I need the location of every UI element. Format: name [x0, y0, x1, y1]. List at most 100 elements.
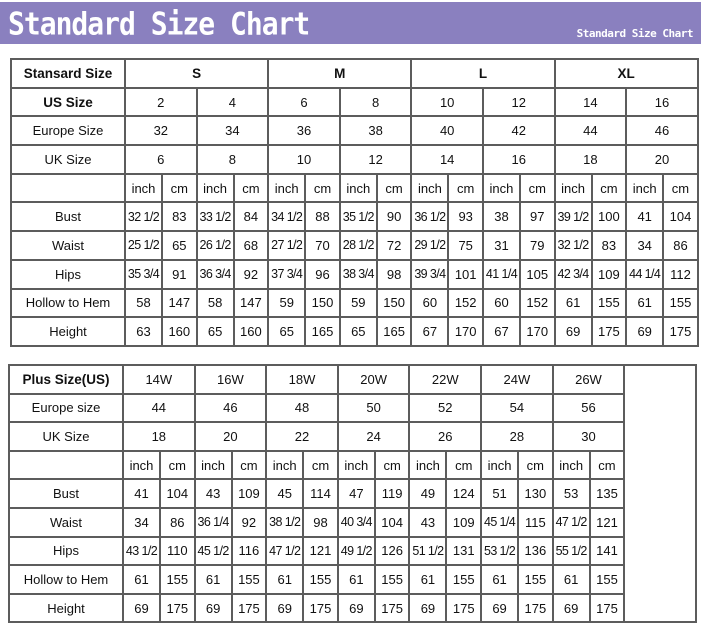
title-banner: Standard Size Chart Standard Size Chart — [0, 2, 701, 44]
measurement-cell: 93 — [447, 201, 484, 233]
unit-cm: cm — [373, 449, 411, 481]
measurement-cell: 175 — [302, 592, 339, 624]
measurement-cell: 43 — [408, 506, 448, 538]
measurement-cell: 55 1/2 — [551, 535, 591, 567]
row-label: Height — [10, 316, 126, 347]
measurement-cell: 175 — [662, 316, 699, 347]
measurement-cell: 131 — [445, 535, 483, 567]
measurement-cell: 69 — [408, 592, 448, 624]
uk-size-row: UK Size 6 8 10 12 14 16 18 20 — [10, 144, 699, 175]
row-label: Waist — [10, 230, 126, 261]
measurement-cell: 61 — [336, 564, 376, 595]
measurement-cell: 61 — [265, 564, 305, 595]
europe-size-cell: 56 — [551, 392, 626, 424]
measurement-cell: 109 — [590, 258, 628, 290]
unit-inch: inch — [265, 449, 305, 481]
row-label: UK Size — [10, 144, 126, 175]
measurement-cell: 42 3/4 — [553, 258, 593, 290]
measurement-cell: 31 — [481, 230, 521, 261]
measurement-cell: 65 — [267, 316, 307, 347]
measurement-cell: 69 — [122, 592, 161, 624]
measurement-cell: 61 — [625, 287, 665, 319]
empty-cell — [8, 449, 124, 481]
measurement-cell: 110 — [159, 535, 196, 567]
row-label: Bust — [10, 201, 126, 233]
measurement-cell: 34 1/2 — [267, 201, 307, 233]
measurement-cell: 116 — [230, 535, 268, 567]
unit-cm: cm — [445, 449, 483, 481]
plus-size-cell: 26W — [551, 364, 626, 395]
measurement-cell: 155 — [445, 564, 483, 595]
measurement-cell: 141 — [588, 535, 626, 567]
measurement-cell: 121 — [302, 535, 339, 567]
unit-inch: inch — [195, 172, 235, 204]
europe-size-cell: 50 — [336, 392, 411, 424]
unit-inch: inch — [553, 172, 593, 204]
measurement-cell: 101 — [447, 258, 484, 290]
unit-cm: cm — [517, 449, 554, 481]
banner-title: Standard Size Chart — [8, 6, 310, 43]
unit-cm: cm — [590, 172, 628, 204]
measurement-row: Height 69 175 69 175 69 175 69 175 69 175 69 175 69 17… — [8, 592, 696, 624]
measurement-cell: 109 — [230, 478, 268, 509]
measurement-cell: 35 3/4 — [124, 258, 163, 290]
unit-cm: cm — [161, 172, 198, 204]
measurement-cell: 67 — [481, 316, 521, 347]
measurement-cell: 130 — [517, 478, 554, 509]
measurement-cell: 44 1/4 — [625, 258, 665, 290]
measurement-cell: 75 — [447, 230, 484, 261]
measurement-cell: 39 3/4 — [410, 258, 450, 290]
plus-size-cell: 14W — [122, 364, 196, 395]
measurement-cell: 175 — [159, 592, 196, 624]
uk-size-cell: 18 — [122, 421, 196, 452]
measurement-cell: 135 — [588, 478, 626, 509]
measurement-cell: 79 — [518, 230, 556, 261]
unit-cm: cm — [302, 449, 339, 481]
size-group-header: L — [410, 58, 556, 89]
unit-inch: inch — [336, 449, 376, 481]
unit-inch: inch — [267, 172, 307, 204]
uk-size-cell: 8 — [195, 144, 270, 175]
unit-inch: inch — [480, 449, 520, 481]
measurement-cell: 104 — [373, 506, 411, 538]
unit-cm: cm — [447, 172, 484, 204]
unit-inch: inch — [193, 449, 233, 481]
unit-cm: cm — [662, 172, 699, 204]
measurement-cell: 27 1/2 — [267, 230, 307, 261]
measurement-cell: 34 — [625, 230, 665, 261]
measurement-cell: 86 — [159, 506, 196, 538]
europe-size-cell: 36 — [267, 115, 341, 147]
row-label: Hollow to Hem — [10, 287, 126, 319]
measurement-cell: 47 1/2 — [265, 535, 305, 567]
measurement-cell: 40 3/4 — [336, 506, 376, 538]
measurement-cell: 38 3/4 — [338, 258, 378, 290]
measurement-cell: 36 1/4 — [193, 506, 233, 538]
europe-size-cell: 34 — [195, 115, 270, 147]
uk-size-cell: 24 — [336, 421, 411, 452]
measurement-cell: 115 — [517, 506, 554, 538]
uk-size-cell: 30 — [551, 421, 626, 452]
unit-cm: cm — [230, 449, 268, 481]
measurement-cell: 96 — [304, 258, 341, 290]
uk-size-cell: 10 — [267, 144, 341, 175]
measurement-cell: 35 1/2 — [338, 201, 378, 233]
measurement-cell: 70 — [304, 230, 341, 261]
uk-size-cell: 20 — [193, 421, 268, 452]
measurement-cell: 114 — [302, 478, 339, 509]
measurement-cell: 38 — [481, 201, 521, 233]
measurement-cell: 45 1/4 — [480, 506, 520, 538]
measurement-cell: 43 — [193, 478, 233, 509]
row-label: Hips — [8, 535, 124, 567]
measurement-cell: 155 — [588, 564, 626, 595]
measurement-cell: 175 — [230, 592, 268, 624]
size-group-header: S — [123, 58, 270, 89]
measurement-cell: 49 1/2 — [336, 535, 376, 567]
measurement-cell: 65 — [195, 316, 235, 347]
measurement-cell: 43 1/2 — [122, 535, 161, 567]
us-size-cell: 16 — [625, 86, 699, 118]
measurement-cell: 45 — [265, 478, 305, 509]
measurement-cell: 36 1/2 — [410, 201, 450, 233]
plus-size-cell: 22W — [408, 364, 483, 395]
header-label: Stansard Size — [10, 58, 126, 89]
measurement-cell: 155 — [590, 287, 628, 319]
